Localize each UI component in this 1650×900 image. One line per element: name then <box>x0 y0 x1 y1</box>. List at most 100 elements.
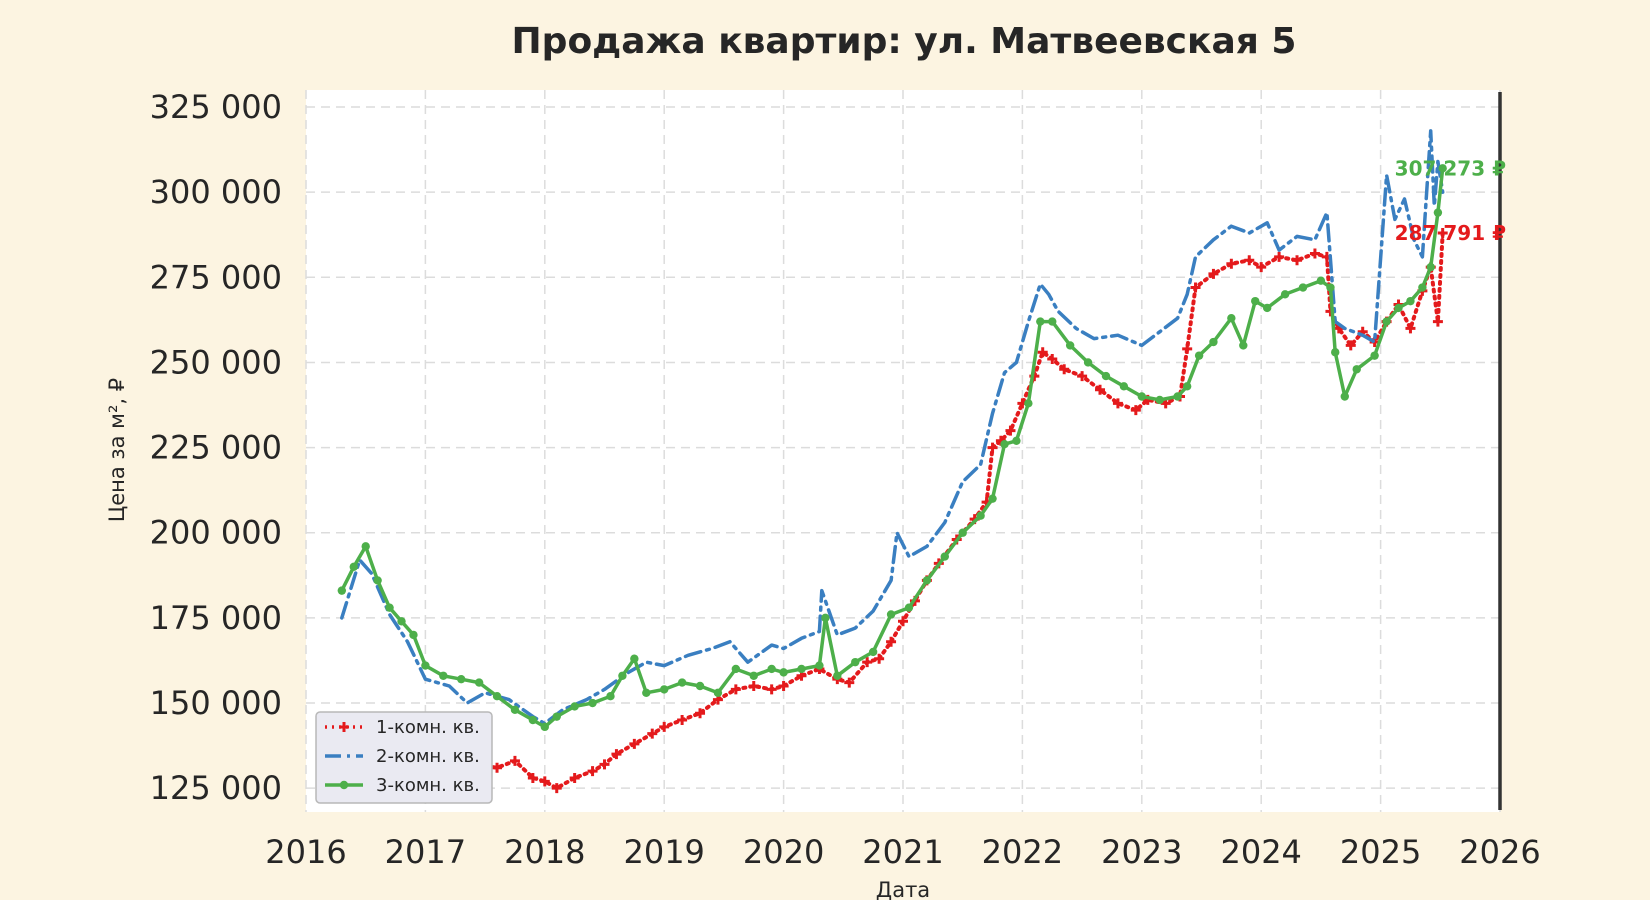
data-point <box>539 776 550 787</box>
data-point <box>1256 262 1267 273</box>
data-point <box>1059 364 1070 375</box>
data-point <box>713 688 723 698</box>
data-point <box>1370 351 1379 360</box>
data-point <box>1262 303 1272 313</box>
data-point <box>1438 164 1447 173</box>
data-point <box>1432 316 1443 327</box>
data-point <box>570 702 579 711</box>
data-point <box>1340 392 1349 401</box>
data-point <box>510 705 520 715</box>
y-tick-label: 300 000 <box>150 173 282 211</box>
legend-label: 2-комн. кв. <box>376 746 480 767</box>
data-point <box>1227 313 1236 323</box>
data-point <box>339 780 349 790</box>
data-point <box>1047 354 1058 365</box>
data-point <box>409 630 418 640</box>
data-point <box>540 722 549 732</box>
data-point <box>630 654 639 663</box>
data-point <box>1208 268 1219 279</box>
data-point <box>1194 351 1204 360</box>
data-point <box>695 708 706 719</box>
grid <box>305 90 1501 812</box>
data-point <box>492 692 502 701</box>
x-tick-labels: 2016 2017 2018 2019 2020 2021 2022 2023 2024 2025… <box>265 833 1540 871</box>
data-point <box>1182 343 1193 354</box>
data-point <box>1095 384 1106 395</box>
x-axis-label: Дата <box>876 878 930 900</box>
data-point <box>647 728 658 739</box>
y-tick-label: 200 000 <box>150 514 282 552</box>
data-point <box>1083 358 1093 367</box>
data-point <box>1226 258 1237 269</box>
data-point <box>1326 283 1335 292</box>
data-point <box>731 664 741 674</box>
x-tick-label: 2017 <box>385 833 466 871</box>
x-tick-label: 2016 <box>265 833 346 871</box>
data-point <box>1433 208 1443 217</box>
data-point <box>1418 283 1427 292</box>
data-point <box>421 661 430 670</box>
data-point <box>988 494 997 503</box>
data-point <box>1048 317 1057 326</box>
data-point <box>1182 382 1192 391</box>
data-point <box>821 613 830 623</box>
data-point <box>492 762 503 773</box>
data-point <box>1426 262 1435 272</box>
data-point <box>1331 348 1340 357</box>
data-point <box>527 772 538 783</box>
data-point <box>349 562 358 571</box>
series-layer <box>336 129 1448 794</box>
data-point <box>1130 405 1141 416</box>
data-point <box>587 766 598 777</box>
data-point <box>1000 439 1009 449</box>
x-tick-label: 2020 <box>743 833 824 871</box>
data-point <box>385 603 394 612</box>
data-point <box>833 671 842 680</box>
data-point <box>373 576 382 585</box>
data-point <box>1024 399 1033 408</box>
y-tick-label: 150 000 <box>150 684 282 722</box>
data-point <box>748 680 759 691</box>
x-tick-label: 2019 <box>623 833 704 871</box>
data-point <box>1251 296 1260 306</box>
data-point <box>958 528 967 537</box>
x-tick-label: 2024 <box>1220 833 1301 871</box>
data-point <box>1316 276 1326 285</box>
series-2 <box>340 129 1445 726</box>
data-point <box>457 674 466 684</box>
data-point <box>588 698 597 708</box>
data-point <box>1382 317 1391 326</box>
data-point <box>1155 395 1164 405</box>
data-point <box>1394 303 1403 313</box>
data-point <box>1005 425 1016 436</box>
y-tick-label: 225 000 <box>150 429 282 467</box>
data-point <box>1405 323 1416 334</box>
data-point <box>1345 340 1356 351</box>
data-point <box>551 783 562 794</box>
data-point <box>1274 251 1285 262</box>
data-point <box>1119 382 1129 391</box>
data-point <box>509 755 520 766</box>
data-point <box>606 692 615 701</box>
data-point <box>1309 248 1320 259</box>
data-point <box>1406 296 1415 306</box>
data-point <box>862 657 873 668</box>
data-point <box>1012 436 1021 445</box>
x-tick-label: 2018 <box>504 833 585 871</box>
data-point <box>1065 341 1075 350</box>
y-tick-label: 175 000 <box>150 599 282 637</box>
legend-label: 3-комн. кв. <box>376 775 480 796</box>
data-point <box>851 657 860 667</box>
data-point <box>797 664 806 674</box>
y-tick-label: 125 000 <box>150 769 282 807</box>
data-point <box>1173 392 1182 401</box>
data-point <box>844 677 855 688</box>
data-point <box>1244 255 1255 266</box>
data-point <box>778 680 789 691</box>
data-point <box>1292 255 1303 266</box>
data-point <box>940 552 949 561</box>
data-point <box>898 616 908 627</box>
y-tick-labels: 125 000 150 000 175 000 200 000 225 000 250 0… <box>150 88 282 807</box>
chart-title: Продажа квартир: ул. Матвеевская 5 <box>512 21 1297 62</box>
